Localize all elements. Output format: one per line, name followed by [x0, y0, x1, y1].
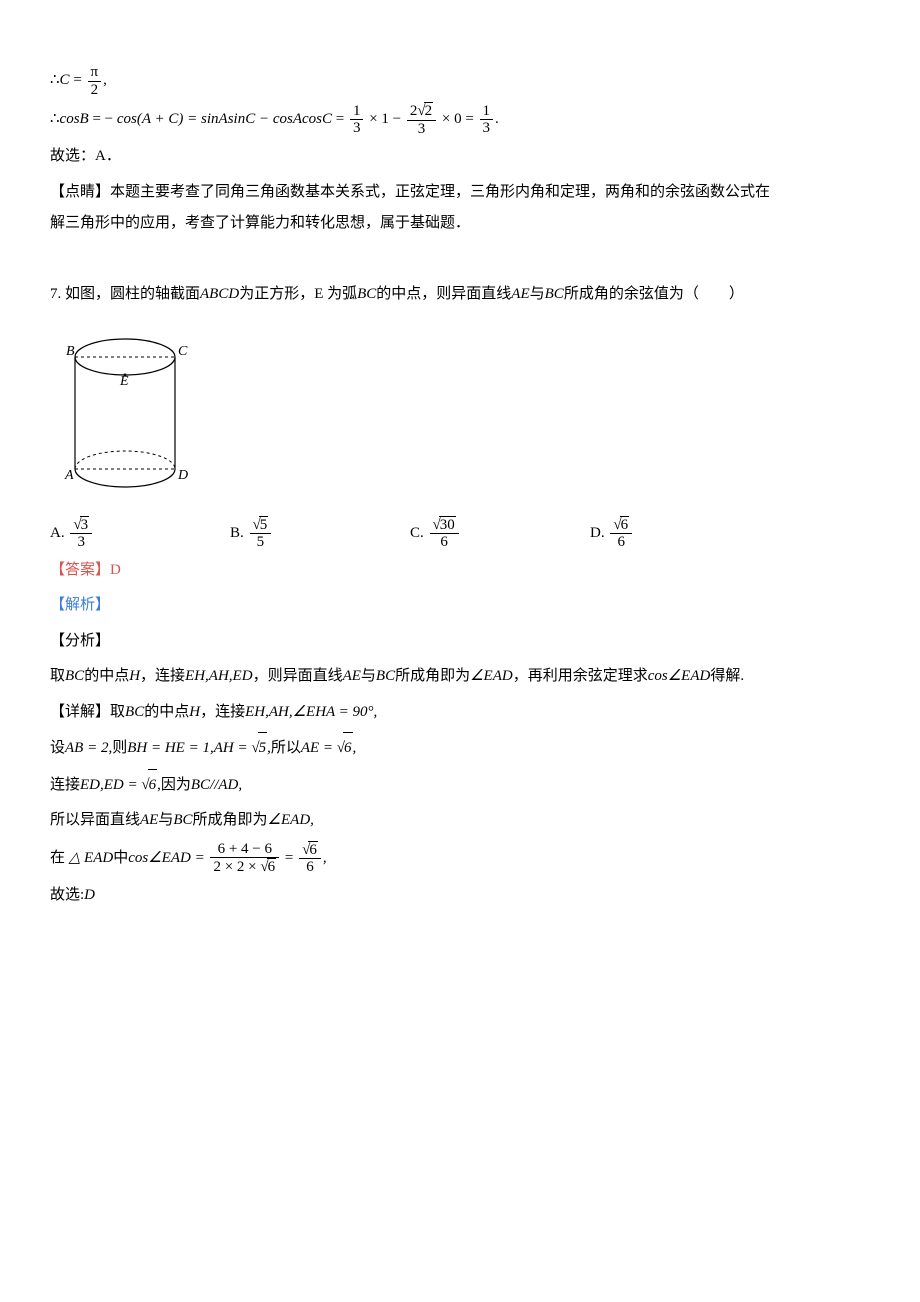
q7-text-a: 如图，圆柱的轴截面 [65, 286, 200, 302]
label-c: C [178, 344, 188, 359]
var-c: C [60, 72, 70, 88]
label-b: B [66, 344, 75, 359]
option-a: A. 33 [50, 516, 230, 551]
sin-cos-expr: sinAsinC − cosAcosC [201, 111, 332, 127]
label-e: E [119, 374, 129, 389]
frac-2r2-3: 223 [407, 102, 436, 137]
abcd: ABCD [200, 286, 239, 302]
bc2: BC [545, 286, 564, 302]
q7-text-c: 的中点，则异面直线 [376, 286, 511, 302]
q7-text-e: 所成角的余弦值为（ ） [564, 286, 744, 302]
times1minus: × 1 − [365, 111, 404, 127]
therefore2: ∴ [50, 111, 60, 127]
eq2: = [332, 111, 348, 127]
frac-pi-2: π2 [88, 64, 102, 98]
comma: , [103, 72, 107, 88]
ae: AE [511, 286, 529, 302]
xiangjie-5: 在 △ EAD中cos∠EAD = 6 + 4 − 62 × 2 × 6 = 6… [50, 841, 770, 876]
option-b: B. 55 [230, 516, 410, 551]
label-d: D [177, 468, 188, 483]
xj-label: 【详解】 [50, 704, 110, 720]
times0eq: × 0 = [438, 111, 477, 127]
fenxi-label: 【分析】 [50, 626, 770, 658]
bc: BC [357, 286, 376, 302]
jiexi-label: 【解析】 [50, 590, 770, 622]
xiangjie-1: 【详解】取BC的中点H，连接EH,AH,∠EHA = 90°, [50, 697, 770, 729]
xiangjie-3: 连接ED,ED = 6,因为BC//AD, [50, 769, 770, 802]
answer-line: 【答案】D [50, 555, 770, 587]
label-a: A [64, 468, 74, 483]
option-d: D. 66 [590, 516, 770, 551]
answer-label: 【答案】 [50, 562, 110, 578]
option-c: C. 306 [410, 516, 590, 551]
xiangjie-6: 故选:D [50, 880, 770, 912]
q7-stem: 7. 如图，圆柱的轴截面ABCD为正方形，E 为弧BC的中点，则异面直线AE与B… [50, 279, 770, 311]
math-line-2: ∴cosB = − cos(A + C) = sinAsinC − cosAco… [50, 102, 770, 137]
q7-text-d: 与 [530, 286, 545, 302]
xiangjie-2: 设AB = 2,则BH = HE = 1,AH = 5,所以AE = 6, [50, 732, 770, 765]
q7-text-b: 为正方形，E 为弧 [239, 286, 357, 302]
fenxi-body: 取BC的中点H，连接EH,AH,ED，则异面直线AE与BC所成角即为∠EAD，再… [50, 661, 770, 693]
frac-1-3-a: 13 [350, 103, 364, 137]
paren-ac: (A + C) = [137, 111, 201, 127]
math-line-1: ∴C = π2, [50, 64, 770, 98]
cylinder-figure: B C E A D [50, 319, 200, 504]
cos-frac: 6 + 4 − 62 × 2 × 6 [210, 841, 279, 876]
eq: = [70, 72, 86, 88]
frac-1-3-b: 13 [480, 103, 494, 137]
answer-val: D [110, 562, 121, 578]
therefore: ∴ [50, 72, 60, 88]
res-frac: 66 [299, 841, 321, 876]
period: . [495, 111, 499, 127]
cosb: cosB [60, 111, 89, 127]
options-row: A. 33 B. 55 C. 306 D. 66 [50, 516, 770, 551]
q7-num: 7. [50, 286, 61, 302]
eq-neg: = − [89, 111, 117, 127]
choice-a: 故选：A． [50, 141, 770, 173]
cos: cos [117, 111, 137, 127]
dianjing: 【点睛】本题主要考查了同角三角函数基本关系式，正弦定理，三角形内角和定理，两角和… [50, 177, 770, 240]
xiangjie-4: 所以异面直线AE与BC所成角即为∠EAD, [50, 805, 770, 837]
